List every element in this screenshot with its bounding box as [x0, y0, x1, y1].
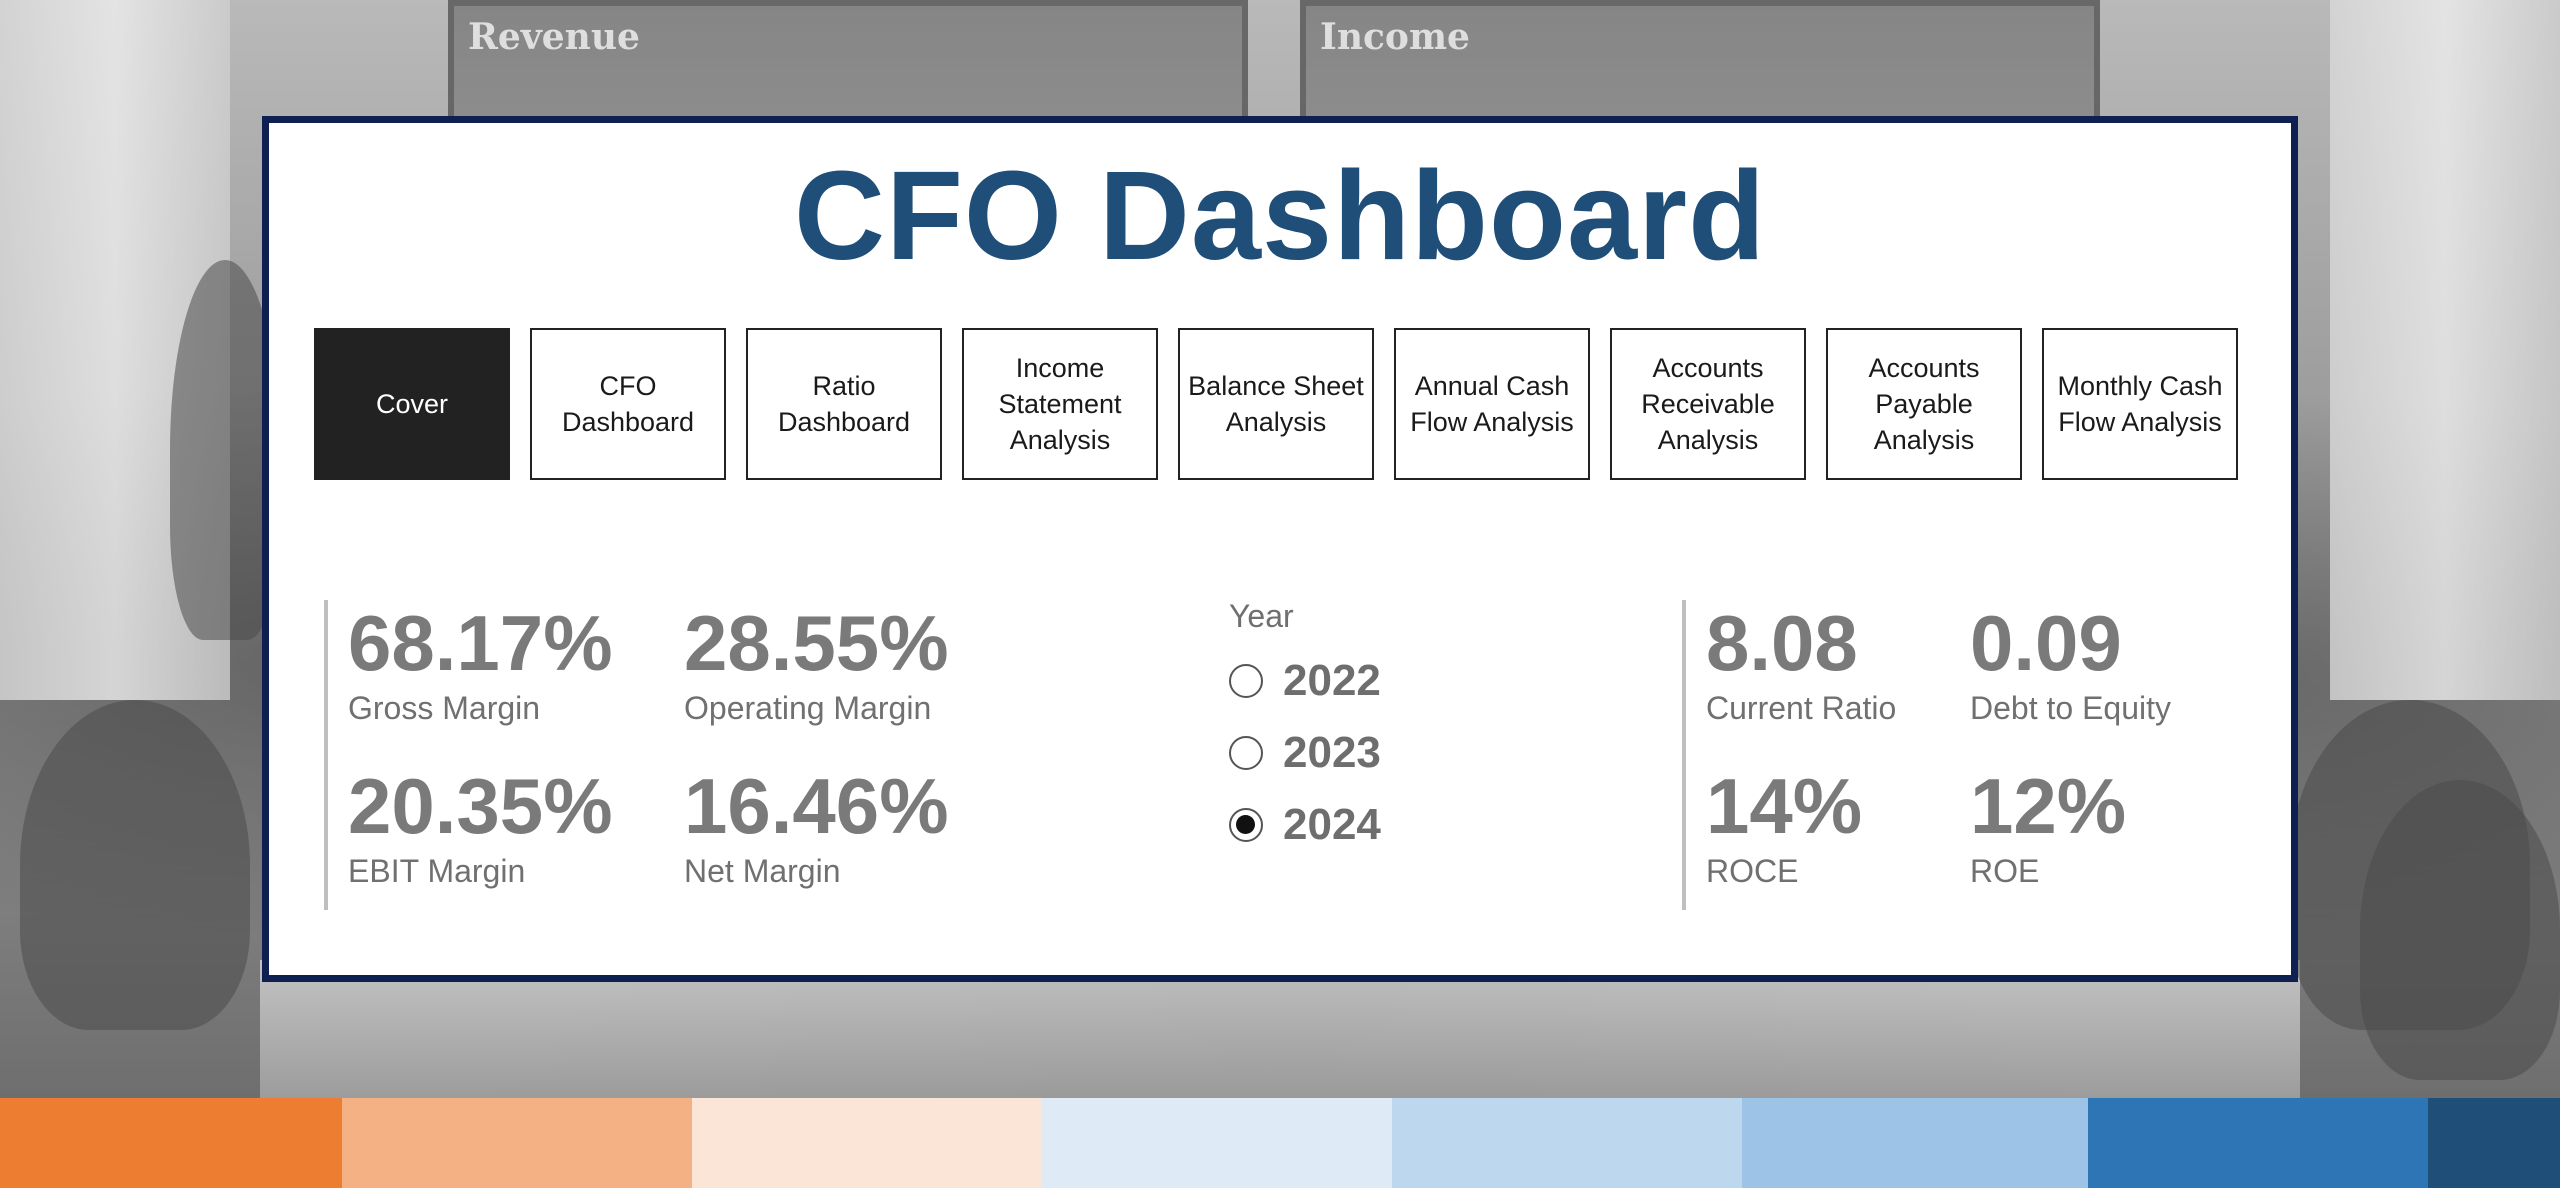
- background-window-right: [2330, 0, 2560, 700]
- kpi-label: ROCE: [1706, 853, 1799, 889]
- color-band-segment: [1742, 1098, 2088, 1188]
- kpi-value: 16.46%: [684, 762, 949, 850]
- kpi-label: EBIT Margin: [348, 853, 526, 889]
- kpi-card-current-ratio: 8.08 Current Ratio: [1706, 600, 1896, 728]
- nav-button-income-statement-analysis[interactable]: Income Statement Analysis: [962, 328, 1158, 480]
- color-band-segment: [342, 1098, 692, 1188]
- year-option-2022[interactable]: 2022: [1229, 645, 1529, 717]
- nav-button-ratio-dashboard[interactable]: Ratio Dashboard: [746, 328, 942, 480]
- year-option-label: 2023: [1283, 728, 1381, 777]
- kpi-label: Operating Margin: [684, 690, 932, 726]
- background-screen-label: Income: [1320, 16, 1470, 58]
- kpi-label: Net Margin: [684, 853, 841, 889]
- kpi-value: 14%: [1706, 762, 1863, 850]
- nav-button-cover[interactable]: Cover: [314, 328, 510, 480]
- margin-kpi-group: 68.17% Gross Margin 28.55% Operating Mar…: [324, 600, 1004, 910]
- kpi-value: 0.09: [1970, 599, 2122, 687]
- color-band-segment: [1392, 1098, 1742, 1188]
- year-option-2024[interactable]: 2024: [1229, 789, 1529, 861]
- kpi-value: 28.55%: [684, 599, 949, 687]
- year-slicer: Year 2022 2023 2024: [1229, 598, 1529, 861]
- kpi-label: Debt to Equity: [1970, 690, 2171, 726]
- color-band-segment: [692, 1098, 1042, 1188]
- kpi-label: ROE: [1970, 853, 2040, 889]
- kpi-label: Current Ratio: [1706, 690, 1897, 726]
- kpi-card-gross-margin: 68.17% Gross Margin: [348, 600, 613, 728]
- nav-buttons: Cover CFO Dashboard Ratio Dashboard Inco…: [314, 328, 2238, 480]
- background-person: [170, 260, 280, 640]
- dashboard-card: CFO Dashboard Cover CFO Dashboard Ratio …: [262, 116, 2298, 982]
- kpi-value: 8.08: [1706, 599, 1858, 687]
- year-option-label: 2022: [1283, 656, 1381, 705]
- kpi-value: 68.17%: [348, 599, 613, 687]
- kpi-card-net-margin: 16.46% Net Margin: [684, 763, 949, 891]
- radio-button[interactable]: [1229, 736, 1263, 770]
- nav-button-monthly-cash-flow-analysis[interactable]: Monthly Cash Flow Analysis: [2042, 328, 2238, 480]
- background-person: [20, 700, 250, 1030]
- radio-button[interactable]: [1229, 664, 1263, 698]
- background-screen-label: Revenue: [468, 16, 640, 58]
- nav-button-balance-sheet-analysis[interactable]: Balance Sheet Analysis: [1178, 328, 1374, 480]
- kpi-card-debt-to-equity: 0.09 Debt to Equity: [1970, 600, 2171, 728]
- year-option-label: 2024: [1283, 800, 1381, 849]
- color-band-segment: [2428, 1098, 2560, 1188]
- color-band-segment: [2088, 1098, 2428, 1188]
- color-band-segment: [1042, 1098, 1392, 1188]
- kpi-card-ebit-margin: 20.35% EBIT Margin: [348, 763, 613, 891]
- page-title: CFO Dashboard: [793, 145, 1767, 286]
- nav-button-accounts-payable-analysis[interactable]: Accounts Payable Analysis: [1826, 328, 2022, 480]
- nav-button-cfo-dashboard[interactable]: CFO Dashboard: [530, 328, 726, 480]
- year-slicer-title: Year: [1229, 598, 1294, 634]
- kpi-value: 12%: [1970, 762, 2127, 850]
- kpi-label: Gross Margin: [348, 690, 541, 726]
- kpi-card-operating-margin: 28.55% Operating Margin: [684, 600, 949, 728]
- ratio-kpi-group: 8.08 Current Ratio 0.09 Debt to Equity 1…: [1682, 600, 2242, 910]
- background-table: [260, 960, 2300, 1098]
- kpi-card-roe: 12% ROE: [1970, 763, 2126, 891]
- nav-button-annual-cash-flow-analysis[interactable]: Annual Cash Flow Analysis: [1394, 328, 1590, 480]
- color-band-segment: [0, 1098, 342, 1188]
- kpi-value: 20.35%: [348, 762, 613, 850]
- kpi-card-roce: 14% ROCE: [1706, 763, 1862, 891]
- year-option-2023[interactable]: 2023: [1229, 717, 1529, 789]
- color-band-footer: [0, 1098, 2560, 1188]
- radio-button-selected[interactable]: [1229, 808, 1263, 842]
- nav-button-accounts-receivable-analysis[interactable]: Accounts Receivable Analysis: [1610, 328, 1806, 480]
- background-person: [2360, 780, 2560, 1080]
